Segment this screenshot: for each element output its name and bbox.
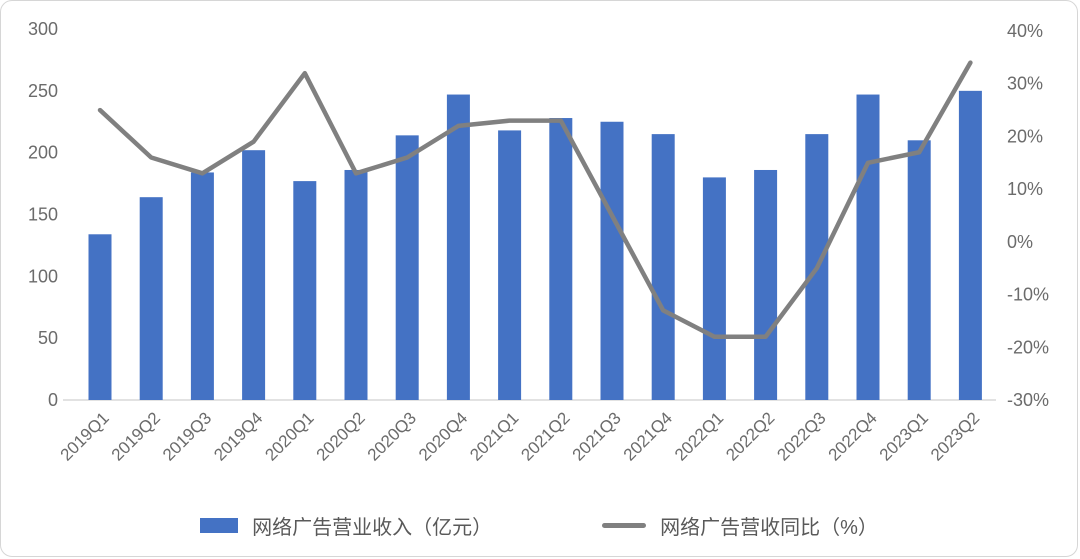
- y-left-tick-label: 250: [28, 81, 58, 101]
- bar-2020Q4: [446, 94, 470, 400]
- legend-label-revenue: 网络广告营业收入（亿元）: [252, 517, 493, 539]
- x-axis-label: 2021Q1: [466, 408, 522, 464]
- x-axis-label: 2019Q4: [210, 408, 266, 464]
- bar-2020Q3: [395, 135, 419, 400]
- bar-2019Q1: [88, 234, 112, 400]
- y-right-tick-label: 30%: [1007, 74, 1043, 94]
- bar-2022Q1: [702, 177, 726, 400]
- bar-2019Q3: [190, 172, 214, 400]
- bar-2019Q2: [139, 197, 163, 400]
- x-axis-label: 2020Q2: [313, 408, 369, 464]
- x-axis-label: 2022Q3: [773, 408, 829, 464]
- x-axis-label: 2021Q4: [620, 408, 676, 464]
- x-axis-label: 2021Q2: [517, 408, 573, 464]
- x-axis-label: 2020Q1: [261, 408, 317, 464]
- y-right-tick-label: -30%: [1007, 390, 1049, 410]
- y-left-tick-label: 50: [38, 328, 58, 348]
- x-axis-label: 2019Q3: [159, 408, 215, 464]
- x-axis-label: 2020Q3: [364, 408, 420, 464]
- bar-2023Q2: [958, 90, 982, 400]
- bar-2022Q2: [754, 169, 778, 400]
- x-axis-label: 2023Q2: [927, 408, 983, 464]
- bar-2019Q4: [242, 150, 266, 400]
- legend-label-yoy: 网络广告营收同比（%）: [660, 517, 878, 539]
- legend-line-swatch: [602, 523, 647, 528]
- bar-2021Q2: [549, 118, 573, 400]
- y-left-tick-label: 100: [28, 266, 58, 286]
- x-axis-label: 2021Q3: [569, 408, 625, 464]
- x-axis-label: 2023Q1: [876, 408, 932, 464]
- y-left-tick-label: 200: [28, 143, 58, 163]
- y-right-tick-label: 40%: [1007, 21, 1043, 41]
- x-axis-label: 2022Q4: [825, 408, 881, 464]
- yoy-line: [97, 60, 973, 339]
- x-axis-label: 2022Q1: [671, 408, 727, 464]
- bar-2021Q4: [651, 134, 675, 400]
- y-left-tick-label: 150: [28, 205, 58, 225]
- legend-bar-swatch: [200, 518, 239, 533]
- y-right-tick-label: 20%: [1007, 126, 1043, 146]
- x-axis-label: 2019Q1: [57, 408, 113, 464]
- y-right-tick-label: 10%: [1007, 179, 1043, 199]
- y-left-tick-label: 300: [28, 19, 58, 39]
- y-left-tick-label: 0: [48, 390, 58, 410]
- bar-2020Q1: [293, 181, 317, 400]
- x-axis-label: 2020Q4: [415, 408, 471, 464]
- y-right-tick-label: -20%: [1007, 337, 1049, 357]
- x-axis-label: 2022Q2: [722, 408, 778, 464]
- bar-2020Q2: [344, 169, 368, 400]
- bar-2021Q1: [498, 130, 522, 400]
- legend-item-revenue: 网络广告营业收入（亿元）: [200, 511, 492, 540]
- bar-2021Q3: [600, 121, 624, 400]
- legend-item-yoy: 网络广告营收同比（%）: [602, 511, 878, 540]
- x-axis-label: 2019Q2: [108, 408, 164, 464]
- combo-chart: 0 50 100 150 200 250 300 -30% -20% -10% 0% 10% 20% 30…: [28, 19, 1049, 465]
- bar-2023Q1: [907, 140, 931, 401]
- bar-2022Q4: [856, 94, 880, 400]
- chart-legend: 网络广告营业收入（亿元） 网络广告营收同比（%）: [1, 511, 1077, 540]
- y-right-tick-label: -10%: [1007, 285, 1049, 305]
- y-right-tick-label: 0%: [1007, 232, 1033, 252]
